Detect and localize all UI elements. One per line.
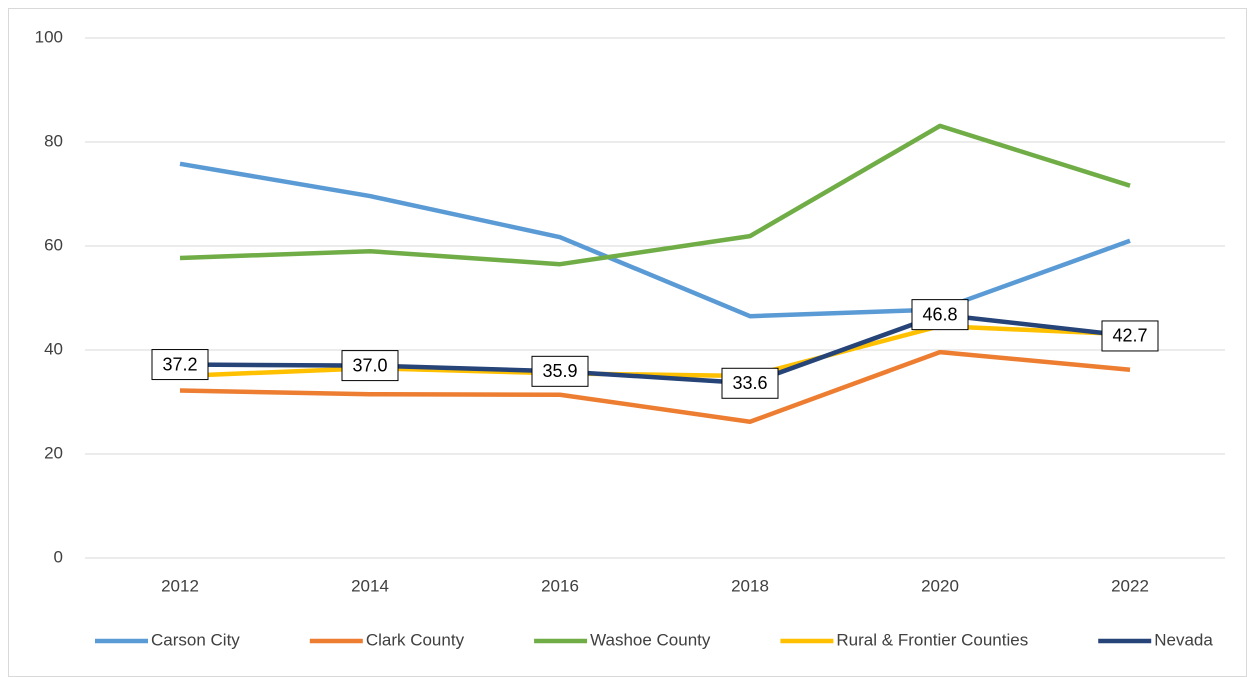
legend-label: Washoe County	[590, 630, 711, 649]
y-tick-label: 20	[44, 443, 63, 462]
data-label-box	[341, 350, 399, 382]
data-label: 35.9	[542, 361, 577, 381]
y-tick-label: 40	[44, 339, 63, 358]
series-line	[179, 323, 1131, 379]
legend-label: Rural & Frontier Counties	[836, 630, 1028, 649]
data-label: 42.7	[1112, 326, 1147, 346]
data-label-box	[531, 355, 589, 387]
x-tick-label: 2014	[351, 576, 389, 595]
data-label: 46.8	[922, 304, 957, 324]
x-tick-label: 2016	[541, 576, 579, 595]
data-label: 33.6	[732, 373, 767, 393]
y-tick-label: 0	[54, 547, 63, 566]
data-label-box	[151, 349, 209, 381]
x-tick-label: 2020	[921, 576, 959, 595]
y-tick-label: 100	[35, 27, 63, 46]
data-label-box	[1101, 320, 1159, 352]
series-line	[179, 123, 1131, 267]
legend-label: Clark County	[366, 630, 465, 649]
legend-label: Nevada	[1154, 630, 1213, 649]
legend-label: Carson City	[151, 630, 240, 649]
data-label-box	[721, 367, 779, 399]
series-line	[179, 161, 1131, 319]
x-tick-label: 2012	[161, 576, 199, 595]
y-tick-label: 60	[44, 235, 63, 254]
x-tick-label: 2022	[1111, 576, 1149, 595]
data-label: 37.2	[162, 354, 197, 374]
series-line	[179, 312, 1131, 386]
series-line	[179, 349, 1131, 425]
data-label: 37.0	[352, 355, 387, 375]
x-tick-label: 2018	[731, 576, 769, 595]
data-label-box	[911, 299, 969, 331]
y-tick-label: 80	[44, 131, 63, 150]
